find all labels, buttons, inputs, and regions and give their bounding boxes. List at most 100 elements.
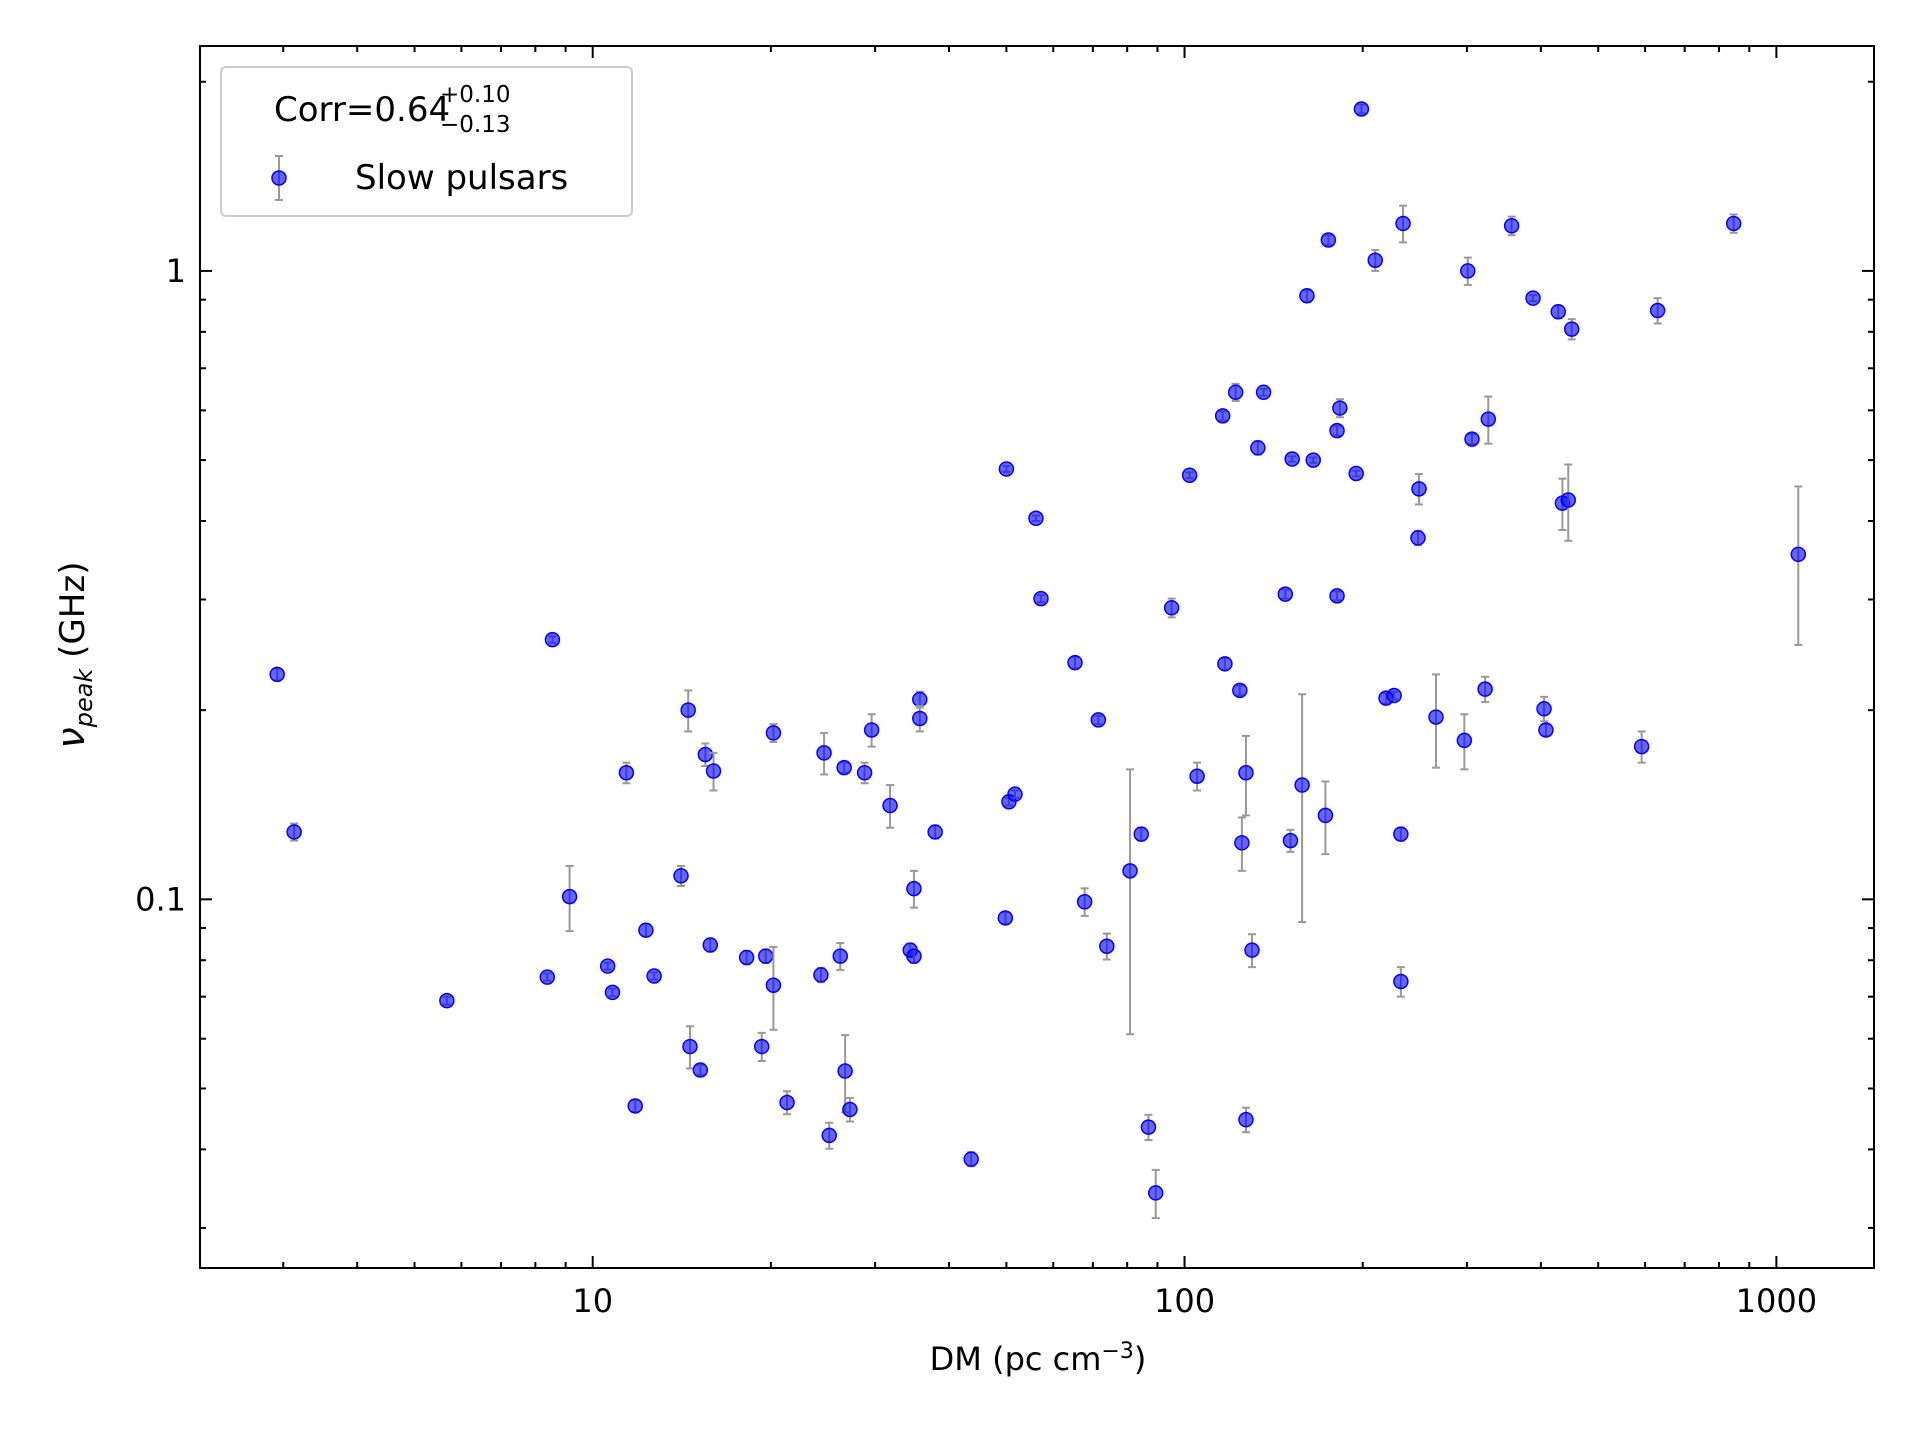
y-tick-label: 1 [166, 252, 186, 290]
data-point [1464, 431, 1480, 447]
data-point [439, 992, 455, 1009]
data-point [1633, 738, 1650, 755]
data-point [1282, 832, 1299, 849]
data-point [1550, 304, 1567, 320]
data-point [842, 1101, 858, 1118]
data-point [1163, 600, 1180, 616]
data-point [269, 666, 285, 683]
data-point [1244, 942, 1260, 958]
data-point [1503, 218, 1520, 234]
data-point [1790, 546, 1807, 563]
data-point [963, 1151, 979, 1167]
data-point [702, 937, 719, 953]
axes-frame [199, 45, 1875, 1269]
x-tick-label: 10 [572, 1282, 613, 1320]
data-point [1563, 321, 1580, 337]
data-point [1460, 263, 1476, 279]
data-point [1410, 530, 1426, 546]
data-point [1227, 384, 1244, 401]
error-bar [1298, 693, 1307, 924]
y-axis-label-sub: peak [70, 668, 98, 729]
data-point [1348, 465, 1364, 482]
data-point [1649, 302, 1666, 319]
data-point [1238, 765, 1254, 781]
data-point [1284, 451, 1300, 467]
data-point [539, 969, 556, 985]
data-point [832, 948, 849, 964]
x-tick-label: 1000 [1736, 1282, 1817, 1320]
x-axis-label: DM (pc cm−3) [930, 1339, 1147, 1378]
data-point [863, 722, 880, 738]
data-point [1214, 408, 1231, 424]
data-point [1250, 440, 1266, 456]
data-point [1560, 492, 1577, 508]
data-point [753, 1038, 770, 1055]
data-point [1411, 481, 1427, 497]
error-bar [1794, 485, 1803, 646]
data-point [1480, 411, 1497, 427]
data-point [1456, 732, 1473, 749]
data-point [705, 763, 722, 779]
data-point [1367, 252, 1383, 268]
data-point [1099, 938, 1115, 955]
data-point [1234, 835, 1250, 851]
data-point [1238, 1111, 1254, 1128]
data-point [1067, 654, 1083, 671]
data-point [1393, 973, 1409, 990]
data-point [1181, 467, 1198, 483]
data-point [638, 922, 654, 938]
data-point [837, 1063, 853, 1079]
y-tick-label: 0.1 [135, 880, 186, 918]
data-point [1147, 1185, 1164, 1201]
data-point [927, 824, 943, 840]
data-point [1725, 215, 1742, 232]
x-axis-label-sup: −3 [1101, 1339, 1133, 1364]
legend-point [271, 170, 287, 186]
data-point [604, 984, 621, 1001]
data-point [997, 910, 1014, 926]
data-point [1305, 452, 1322, 468]
data-point [1428, 709, 1444, 725]
y-axis-label-end: (GHz) [53, 562, 93, 669]
data-point [1277, 586, 1294, 602]
data-point [1393, 826, 1409, 842]
data-point [544, 631, 561, 648]
data-point [765, 725, 782, 741]
data-point [1232, 682, 1248, 699]
data-point [998, 461, 1015, 477]
data-point [1477, 681, 1493, 697]
data-point [1332, 400, 1348, 416]
x-axis-label-text: DM (pc cm [930, 1340, 1102, 1378]
data-point [1217, 656, 1233, 672]
y-axis-label-symbol: ν [49, 727, 93, 748]
data-point [882, 797, 898, 814]
data-point [1122, 863, 1138, 879]
data-point [1386, 687, 1402, 704]
data-point [1536, 701, 1552, 717]
y-axis-label: νpeak (GHz) [49, 562, 98, 749]
error-bar [1126, 768, 1135, 1036]
data-point [692, 1062, 709, 1078]
data-point [1076, 894, 1093, 910]
data-point [1255, 384, 1272, 401]
data-point [906, 948, 922, 964]
data-point [821, 1127, 837, 1144]
data-point [1317, 807, 1334, 824]
data-point [1033, 590, 1049, 607]
data-point [1320, 232, 1337, 248]
data-point [738, 949, 755, 966]
data-point [1329, 588, 1345, 604]
data-point [906, 880, 922, 897]
data-point [680, 702, 696, 718]
legend-marker [271, 155, 287, 201]
data-point [1028, 510, 1044, 527]
data-point [1294, 777, 1310, 793]
legend: Corr=0.64 +0.10 −0.13 Slow pulsars [220, 66, 633, 217]
data-point [757, 948, 774, 964]
data-point [599, 958, 616, 974]
data-point [912, 710, 928, 727]
data-point [1133, 826, 1150, 842]
legend-title-sup: +0.10 [440, 82, 510, 108]
